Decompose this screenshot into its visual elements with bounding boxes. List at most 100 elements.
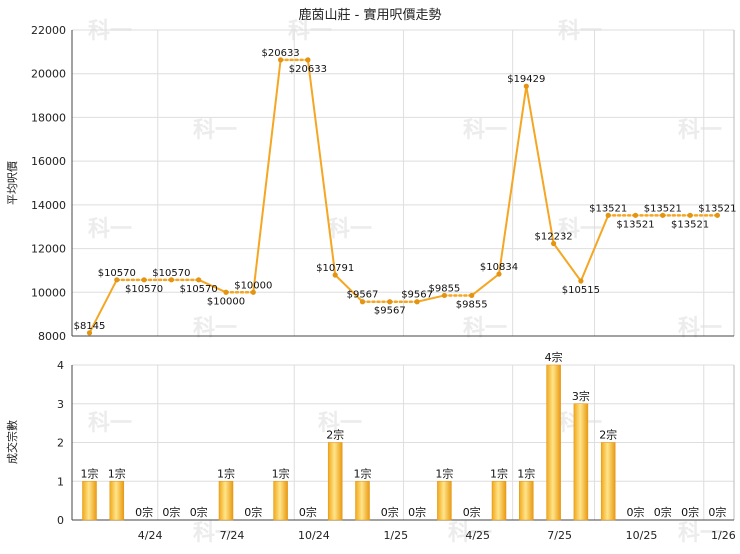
line-data-label: $9855 [456,299,488,310]
line-y-tick-label: 22000 [31,24,66,37]
axis-layer: 8000 10000 12000 14000 16000 18000 20000 22000 0… [31,24,736,542]
line-data-label: $10570 [125,284,163,295]
watermark-layer: 科一科一科一科一科一科一科一科一科一科一科一科一科一科一科一科一科一科一 [88,19,722,546]
bar[interactable] [573,403,589,521]
bar-value-label: 0宗 [244,505,262,519]
line-point[interactable] [114,277,120,283]
line-point[interactable] [551,240,557,247]
line-y-tick-label: 14000 [31,199,66,212]
bar-value-label: 1宗 [81,466,99,480]
watermark-text: 科一 [558,19,602,44]
line-data-label: $12232 [535,232,573,243]
line-data-label: $13521 [589,203,627,214]
line-layer [86,57,721,336]
bar-value-label: 2宗 [326,428,344,442]
line-data-label: $9567 [347,290,379,301]
watermark-text: 科一 [678,521,722,546]
line-point[interactable] [523,83,529,89]
line-point[interactable] [441,292,447,299]
line-point[interactable] [196,277,202,283]
line-point[interactable] [660,212,666,218]
line-point[interactable] [387,299,393,305]
line-data-label: $19429 [507,74,545,85]
bar-value-label: 1宗 [517,466,535,480]
line-y-tick-label: 8000 [38,330,66,343]
line-segment [334,273,364,303]
bar[interactable] [519,481,534,521]
line-point[interactable] [168,277,174,283]
watermark-text: 科一 [678,118,722,143]
line-point[interactable] [86,330,93,336]
line-y-tick-label: 20000 [31,68,66,81]
bar-value-label: 0宗 [135,505,153,519]
line-point[interactable] [632,212,639,218]
bar-value-label: 1宗 [108,466,126,480]
bar-value-label: 1宗 [435,466,453,480]
line-data-label: $13521 [671,219,709,230]
line-point[interactable] [305,57,311,63]
watermark-text: 科一 [193,521,237,546]
bar[interactable] [109,481,125,521]
line-point[interactable] [496,271,502,277]
bar-value-label: 0宗 [463,505,481,519]
line-point[interactable] [714,212,721,218]
bar[interactable] [355,481,370,521]
line-data-label: $10000 [234,280,272,291]
line-y-tick-label: 16000 [31,155,66,168]
line-data-label: $13521 [616,219,654,230]
line-data-label: $13521 [644,203,682,214]
watermark-text: 科一 [193,118,237,143]
bar-value-label: 4宗 [545,350,563,364]
bar[interactable] [82,481,97,521]
bar[interactable] [437,481,452,521]
bar[interactable] [327,442,343,521]
watermark-text: 科一 [678,316,722,341]
bar-value-label: 0宗 [408,505,426,519]
bar-value-label: 0宗 [654,505,672,519]
watermark-text: 科一 [288,19,332,44]
watermark-text: 科一 [318,411,362,436]
x-tick-label: 10/25 [626,529,658,542]
line-point[interactable] [414,299,420,305]
line-point[interactable] [578,278,584,284]
bar[interactable] [491,481,507,521]
line-segment [197,278,227,294]
bar-value-label: 0宗 [299,505,317,519]
bar-value-label: 0宗 [190,505,208,519]
line-point[interactable] [278,57,284,63]
watermark-text: 科一 [448,521,492,546]
x-tick-label: 1/26 [711,529,736,542]
bar-value-label: 1宗 [354,466,372,480]
watermark-text: 科一 [88,19,132,44]
line-point[interactable] [223,289,229,295]
line-point[interactable] [605,212,611,218]
chart-title: 鹿茵山莊 - 實用呎價走勢 [299,7,442,23]
bar[interactable] [600,442,616,521]
line-point[interactable] [469,292,475,299]
watermark-text: 科一 [193,316,237,341]
line-point[interactable] [141,277,147,283]
bar-y-tick-label: 4 [57,359,64,372]
bar-value-label: 1宗 [272,466,290,480]
bar[interactable] [218,481,234,521]
line-point[interactable] [687,212,693,218]
line-segment [252,58,282,294]
line-segment [579,214,610,283]
line-point[interactable] [332,272,338,278]
line-point[interactable] [250,289,256,295]
label-layer: 1宗 1宗 0宗 0宗 0宗 1宗 0宗 1宗 0宗 2宗 1宗 0宗 0宗 1宗 0宗 1宗 1宗 4宗 3宗 2宗… [74,48,737,519]
bar-value-label: 0宗 [708,505,726,519]
watermark-text: 科一 [88,217,132,242]
x-tick-label: 1/25 [383,529,408,542]
line-segment [306,58,337,276]
watermark-text: 科一 [88,411,132,436]
bar[interactable] [273,481,288,521]
watermark-text: 科一 [463,316,507,341]
line-data-label: $9567 [374,306,406,317]
bar[interactable] [546,364,561,521]
bar-y-tick-label: 0 [57,514,64,527]
x-tick-label: 4/24 [138,529,163,542]
line-point[interactable] [359,299,366,305]
bar-value-label: 2宗 [599,428,617,442]
